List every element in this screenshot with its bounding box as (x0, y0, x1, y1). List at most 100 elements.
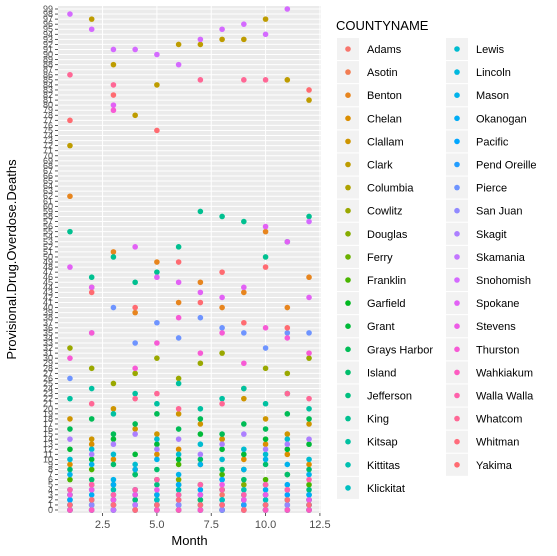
data-point (67, 142, 73, 149)
data-point (197, 497, 204, 503)
legend-label: Stevens (476, 321, 516, 333)
y-tick-label: 28 (43, 363, 53, 373)
data-point (197, 507, 204, 513)
data-point (88, 476, 95, 483)
data-point (241, 21, 247, 27)
data-point (110, 405, 117, 412)
data-point (154, 259, 160, 265)
data-point (219, 400, 225, 407)
y-axis: 0123456789101112131415161718192021222324… (43, 4, 58, 515)
legend-label: Snohomish (476, 275, 531, 287)
data-point (241, 77, 247, 83)
legend-swatch (454, 438, 460, 445)
data-point (262, 16, 269, 22)
y-tick-label: 78 (43, 110, 53, 120)
data-point (110, 102, 117, 108)
legend-swatch (345, 485, 351, 491)
data-point (175, 299, 182, 306)
y-tick-label: 23 (43, 389, 53, 399)
data-point (306, 461, 312, 468)
data-point (262, 365, 269, 372)
data-point (132, 507, 138, 513)
legend-swatch (345, 46, 351, 52)
data-point (88, 284, 95, 291)
data-point (154, 451, 160, 458)
data-point (67, 193, 73, 200)
legend-swatch (345, 184, 351, 191)
data-point (197, 299, 204, 306)
data-point (88, 365, 95, 372)
data-point (132, 309, 138, 316)
data-point (175, 476, 182, 483)
x-tick-label: 5.0 (149, 519, 164, 531)
data-point (175, 451, 182, 458)
data-point (197, 481, 204, 488)
data-point (132, 340, 138, 346)
legend-label: Douglas (367, 229, 408, 241)
data-point (88, 461, 95, 468)
data-point (306, 481, 312, 488)
legend-label: Thurston (476, 344, 519, 356)
data-point (219, 36, 225, 43)
data-point (110, 451, 117, 458)
data-point (284, 507, 291, 513)
data-point (284, 370, 291, 377)
data-point (154, 390, 160, 397)
y-tick-label: 80 (43, 100, 53, 110)
data-point (154, 466, 160, 473)
y-tick-label: 59 (43, 206, 53, 216)
y-tick-label: 22 (43, 394, 53, 404)
data-point (284, 441, 291, 448)
data-point (197, 350, 204, 356)
data-point (88, 385, 95, 392)
data-point (262, 264, 269, 270)
data-point (154, 319, 160, 326)
data-point (284, 77, 291, 83)
y-tick-label: 19 (43, 409, 53, 419)
data-point (284, 335, 291, 341)
y-tick-label: 63 (43, 186, 53, 196)
data-point (132, 365, 138, 372)
legend-swatch (454, 207, 460, 214)
y-tick-label: 99 (43, 4, 53, 14)
data-point (67, 466, 73, 473)
data-point (197, 314, 204, 321)
legend-label: Island (367, 367, 396, 379)
x-axis: 2.5 5.0 7.5 10.0 12.5 (95, 513, 331, 531)
y-tick-label: 70 (43, 151, 53, 161)
data-point (67, 355, 73, 361)
data-point (241, 36, 247, 43)
legend-label: Klickitat (367, 483, 405, 495)
y-tick-label: 73 (43, 136, 53, 146)
data-point (219, 492, 225, 498)
data-point (110, 481, 117, 488)
legend-label: Yakima (476, 460, 513, 472)
data-point (241, 497, 247, 503)
data-point (197, 416, 204, 422)
y-tick-label: 1 (48, 500, 53, 510)
data-point (154, 400, 160, 407)
y-tick-label: 24 (43, 384, 53, 394)
y-tick-label: 66 (43, 171, 53, 181)
legend-swatch (345, 392, 351, 399)
data-point (262, 416, 269, 422)
y-tick-label: 51 (43, 247, 53, 257)
y-tick-label: 67 (43, 166, 53, 176)
data-point (197, 421, 204, 427)
data-point (284, 486, 291, 493)
data-point (241, 446, 247, 453)
data-point (241, 476, 247, 483)
y-tick-label: 58 (43, 211, 53, 221)
y-tick-label: 13 (43, 439, 53, 449)
y-tick-label: 3 (48, 490, 53, 500)
data-point (175, 380, 182, 387)
data-point (175, 481, 182, 488)
data-point (132, 486, 138, 493)
legend-swatch (454, 115, 460, 122)
legend-label: Mason (476, 90, 509, 102)
y-tick-label: 86 (43, 70, 53, 80)
data-points (67, 6, 312, 513)
y-tick-label: 20 (43, 404, 53, 414)
legend-swatch (345, 369, 351, 376)
data-point (110, 456, 117, 463)
